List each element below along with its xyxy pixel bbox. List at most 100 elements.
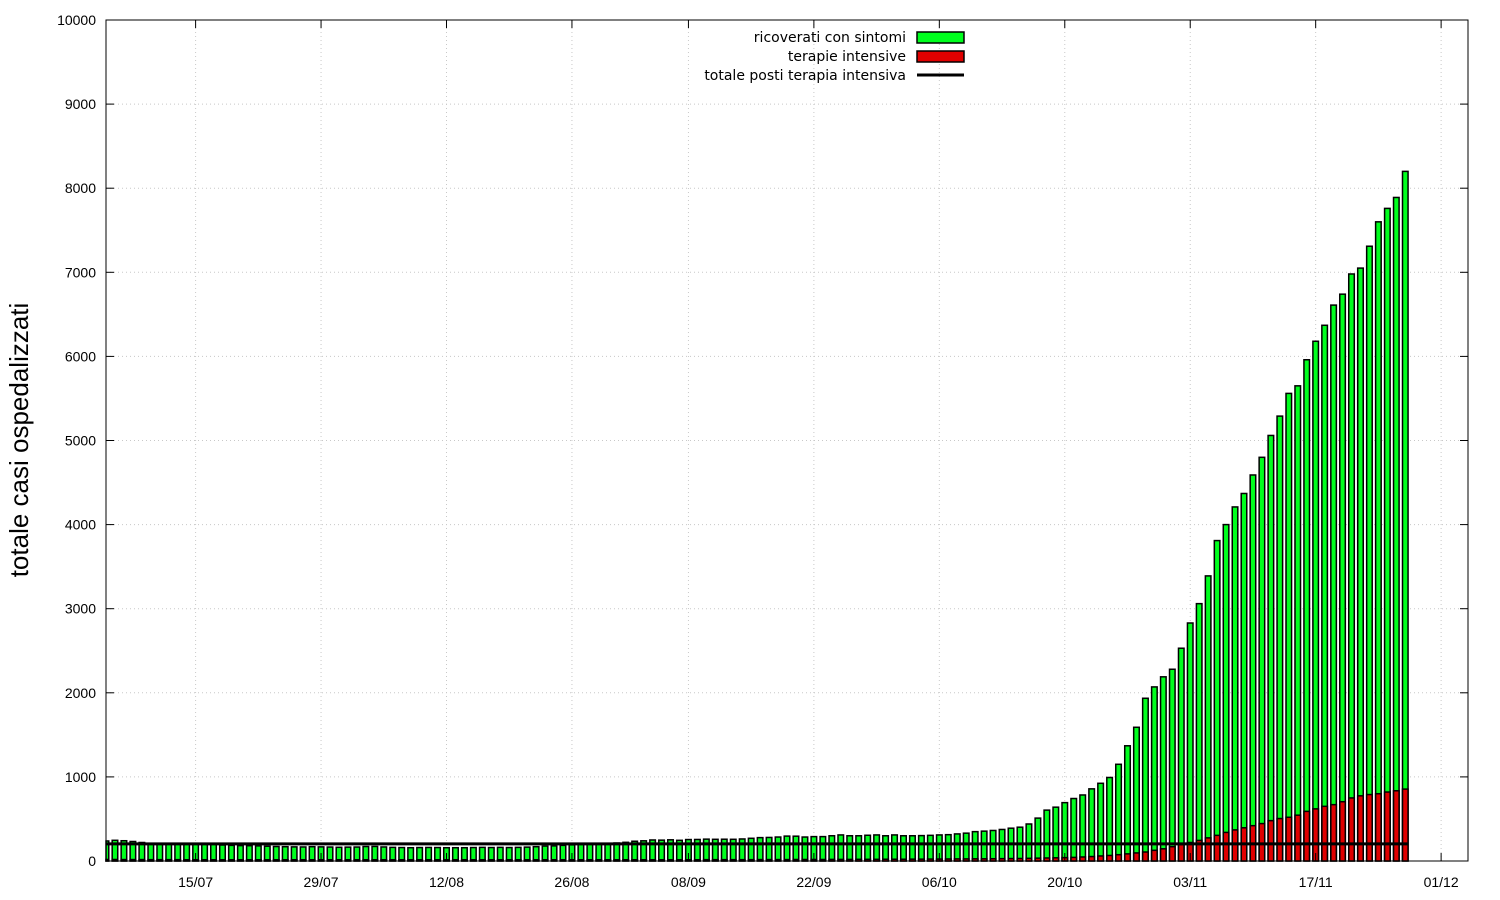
bar-terapie-intensive <box>1276 817 1284 862</box>
y-tick-label: 10000 <box>57 12 96 28</box>
bar-ricoverati <box>899 835 908 862</box>
x-tick-label: 26/08 <box>554 874 589 890</box>
bar-ricoverati <box>1159 676 1167 862</box>
bar-ricoverati <box>1106 776 1114 862</box>
y-tick-label: 5000 <box>65 433 96 449</box>
bar-ricoverati <box>469 846 477 862</box>
bar-ricoverati <box>819 835 827 862</box>
bar-ricoverati <box>944 833 952 862</box>
bar-terapie-intensive <box>1392 790 1400 862</box>
bar-ricoverati <box>559 844 567 862</box>
x-tick-label: 15/07 <box>178 874 213 890</box>
bar-ricoverati <box>227 844 235 862</box>
bar-ricoverati <box>1330 304 1338 862</box>
bar-ricoverati <box>523 846 531 862</box>
bar-ricoverati <box>1150 686 1158 862</box>
y-tick-label: 9000 <box>65 96 96 112</box>
legend-swatch <box>916 50 965 63</box>
bar-ricoverati <box>1168 668 1176 862</box>
y-axis-ticks: 0 1000 2000 3000 4000 5000 6000 7000 8000 9000 100… <box>57 12 1468 869</box>
bar-ricoverati <box>1088 788 1096 862</box>
bar-ricoverati <box>380 846 388 862</box>
bar-ricoverati <box>308 845 316 862</box>
bar-ricoverati <box>747 837 755 862</box>
bar-ricoverati <box>496 846 504 862</box>
bar-ricoverati <box>1276 415 1284 862</box>
bar-ricoverati <box>1258 456 1266 862</box>
bar-ricoverati <box>165 843 173 862</box>
bar-ricoverati <box>1141 697 1149 862</box>
x-tick-label: 20/10 <box>1047 874 1082 890</box>
bar-ricoverati <box>792 835 800 862</box>
bar-ricoverati <box>989 829 997 862</box>
bar-ricoverati <box>550 845 558 862</box>
bar-ricoverati <box>1401 170 1409 862</box>
bar-ricoverati <box>1392 196 1400 862</box>
x-axis-ticks: 15/07 29/07 12/08 26/08 08/09 22/09 06/10 20/10… <box>178 20 1459 890</box>
bar-ricoverati <box>980 830 988 862</box>
y-tick-label: 6000 <box>65 348 96 364</box>
bar-ricoverati <box>1374 221 1382 862</box>
bar-terapie-intensive <box>1070 856 1078 862</box>
x-tick-label: 22/09 <box>796 874 831 890</box>
bar-terapie-intensive <box>1356 795 1365 862</box>
x-tick-label: 06/10 <box>922 874 957 890</box>
bar-terapie-intensive <box>1213 834 1221 862</box>
bar-terapie-intensive <box>1115 853 1123 862</box>
bar-terapie-intensive <box>1347 797 1356 862</box>
bar-ricoverati <box>604 842 612 862</box>
bar-ricoverati <box>1043 809 1051 862</box>
bar-ricoverati <box>201 843 209 862</box>
bar-ricoverati <box>882 835 890 862</box>
bar-ricoverati <box>487 846 495 862</box>
y-tick-label: 8000 <box>65 180 96 196</box>
bar-ricoverati <box>218 844 227 862</box>
y-tick-label: 1000 <box>65 769 96 785</box>
bar-ricoverati <box>1186 622 1194 862</box>
x-tick-label: 03/11 <box>1173 874 1207 890</box>
bar-ricoverati <box>434 846 442 862</box>
bar-terapie-intensive <box>1079 856 1087 862</box>
bar-ricoverati <box>514 846 522 862</box>
bar-ricoverati <box>1339 293 1347 862</box>
bar-ricoverati <box>756 836 764 862</box>
bar-ricoverati <box>335 846 343 862</box>
bar-terapie-intensive <box>1321 805 1329 862</box>
bar-ricoverati <box>290 846 298 862</box>
bar-ricoverati <box>1303 359 1311 862</box>
bar-terapie-intensive <box>1383 791 1391 862</box>
y-axis-label: totale casi ospedalizzati <box>4 303 34 578</box>
bar-ricoverati <box>1356 267 1365 862</box>
bar-terapie-intensive <box>1258 822 1266 862</box>
bar-ricoverati <box>1213 539 1221 862</box>
bar-ricoverati <box>147 842 155 862</box>
bar-ricoverati <box>1285 392 1293 862</box>
bar-terapie-intensive <box>1168 845 1176 862</box>
bar-ricoverati <box>263 845 271 862</box>
x-tick-label: 12/08 <box>429 874 464 890</box>
bar-ricoverati <box>1195 602 1203 862</box>
bar-ricoverati <box>613 842 621 862</box>
bar-ricoverati <box>774 836 782 862</box>
bar-ricoverati <box>855 835 863 862</box>
bar-ricoverati <box>828 835 836 862</box>
bar-ricoverati <box>738 838 746 862</box>
bar-ricoverati <box>245 844 253 862</box>
bar-ricoverati <box>478 846 486 862</box>
bar-ricoverati <box>917 834 925 862</box>
bar-ricoverati <box>209 843 218 862</box>
bar-ricoverati <box>962 832 970 862</box>
bar-terapie-intensive <box>1267 819 1275 862</box>
bar-ricoverati <box>1312 340 1320 862</box>
bar-ricoverati <box>272 845 280 862</box>
bar-terapie-intensive <box>1303 810 1311 862</box>
bar-terapie-intensive <box>1150 849 1158 862</box>
bar-ricoverati <box>1034 817 1042 862</box>
bar-ricoverati <box>398 846 406 862</box>
bar-ricoverati <box>281 845 289 862</box>
bar-ricoverati <box>577 843 585 862</box>
bar-ricoverati <box>299 846 307 862</box>
bar-ricoverati <box>846 835 854 862</box>
bar-ricoverati <box>1231 506 1239 862</box>
bar-terapie-intensive <box>1159 848 1167 862</box>
